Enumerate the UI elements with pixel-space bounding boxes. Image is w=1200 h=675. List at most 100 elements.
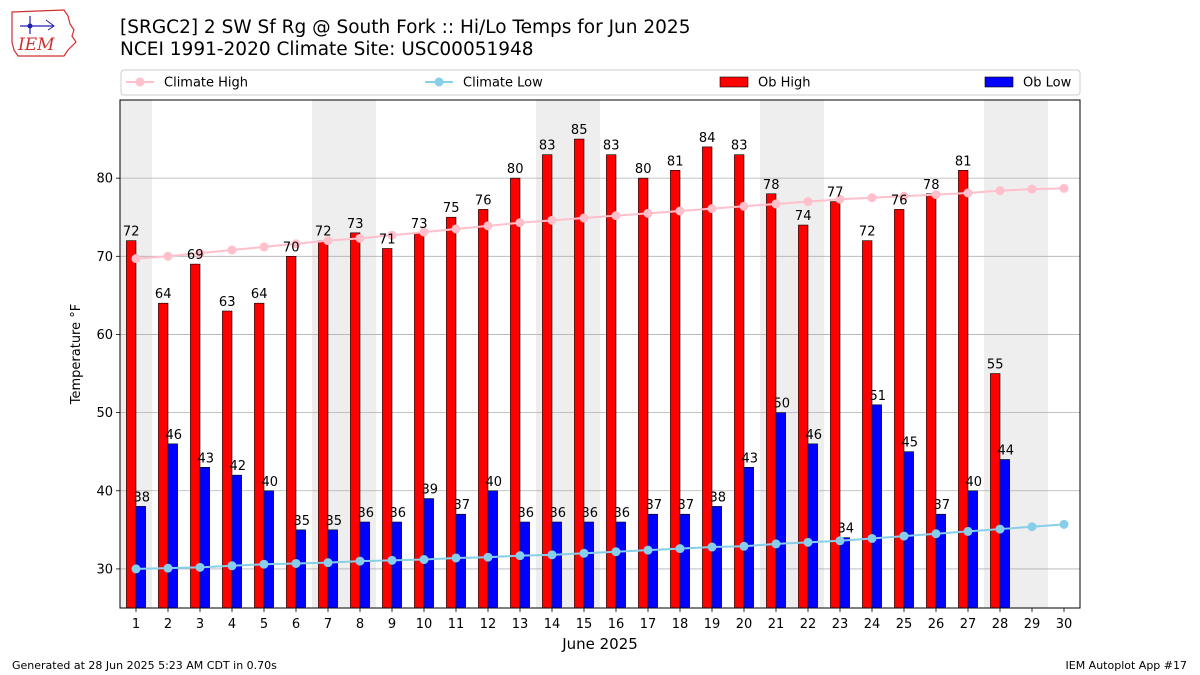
chart-subtitle: NCEI 1991-2020 Climate Site: USC00051948 bbox=[120, 39, 534, 60]
climate-high-point bbox=[963, 188, 973, 198]
climate-low-point bbox=[1059, 519, 1069, 529]
x-tick-label: 10 bbox=[416, 617, 433, 632]
ob-low-bar bbox=[807, 443, 818, 608]
climate-high-point bbox=[803, 197, 813, 207]
ob-low-bar bbox=[871, 404, 882, 608]
climate-low-point bbox=[323, 558, 333, 568]
ob-high-bar bbox=[702, 146, 713, 608]
ob-low-bar bbox=[711, 506, 722, 608]
x-tick-label: 18 bbox=[672, 617, 689, 632]
climate-high-point bbox=[547, 215, 557, 225]
climate-low-point bbox=[611, 547, 621, 557]
ob-low-label: 51 bbox=[870, 389, 887, 404]
ob-high-label: 69 bbox=[187, 248, 204, 263]
x-tick-label: 14 bbox=[544, 617, 561, 632]
legend-ob-low-swatch bbox=[984, 76, 1014, 88]
app-credit: IEM Autoplot App #17 bbox=[1065, 659, 1188, 672]
ob-low-label: 40 bbox=[966, 475, 983, 490]
ob-high-label: 72 bbox=[123, 225, 140, 240]
ob-low-label: 36 bbox=[390, 506, 407, 521]
ob-high-label: 81 bbox=[955, 154, 972, 169]
climate-low-point bbox=[451, 553, 461, 563]
climate-low-point bbox=[803, 537, 813, 547]
legend-ob-high-label: Ob High bbox=[758, 76, 811, 91]
climate-low-point bbox=[771, 539, 781, 549]
y-tick-label: 40 bbox=[96, 484, 113, 499]
ob-high-bar bbox=[126, 240, 137, 608]
ob-high-label: 83 bbox=[603, 139, 620, 154]
ob-high-bar bbox=[830, 201, 841, 608]
climate-high-point bbox=[643, 208, 653, 218]
climate-high-point bbox=[387, 230, 397, 240]
ob-high-bar bbox=[190, 263, 201, 608]
climate-low-point bbox=[163, 563, 173, 573]
ob-high-label: 76 bbox=[891, 193, 908, 208]
ob-high-bar bbox=[286, 256, 297, 608]
ob-low-label: 35 bbox=[326, 514, 343, 529]
climate-high-point bbox=[835, 194, 845, 204]
climate-high-point bbox=[419, 227, 429, 237]
ob-low-bar bbox=[615, 521, 626, 608]
x-tick-label: 15 bbox=[576, 617, 593, 632]
climate-low-point bbox=[227, 561, 237, 571]
climate-low-point bbox=[675, 544, 685, 554]
ob-low-bar bbox=[551, 521, 562, 608]
ob-low-label: 46 bbox=[806, 428, 823, 443]
ob-low-label: 36 bbox=[582, 506, 599, 521]
ob-high-label: 85 bbox=[571, 123, 588, 138]
ob-high-bar bbox=[446, 216, 457, 608]
ob-high-label: 80 bbox=[507, 162, 524, 177]
ob-low-bar bbox=[231, 474, 242, 608]
ob-low-bar bbox=[647, 513, 658, 608]
climate-low-point bbox=[835, 536, 845, 546]
ob-low-label: 39 bbox=[422, 483, 439, 498]
legend-box bbox=[120, 69, 1081, 96]
climate-high-point bbox=[931, 190, 941, 200]
ob-high-label: 78 bbox=[763, 178, 780, 193]
y-tick-label: 50 bbox=[96, 406, 113, 421]
climate-high-point bbox=[483, 221, 493, 231]
legend-ob-low-label: Ob Low bbox=[1023, 76, 1072, 91]
climate-low-point bbox=[259, 559, 269, 569]
ob-low-bar bbox=[839, 537, 850, 608]
x-tick-label: 17 bbox=[640, 617, 657, 632]
climate-low-point bbox=[483, 552, 493, 562]
ob-low-bar bbox=[327, 529, 338, 608]
x-tick-label: 8 bbox=[356, 617, 364, 632]
ob-high-bar bbox=[862, 240, 873, 608]
climate-low-point bbox=[131, 564, 141, 574]
ob-high-bar bbox=[606, 154, 617, 608]
ob-low-label: 40 bbox=[486, 475, 503, 490]
ob-high-bar bbox=[158, 302, 169, 608]
climate-high-point bbox=[515, 218, 525, 228]
legend: Climate High Climate Low Ob High Ob Low bbox=[120, 69, 1081, 96]
ob-low-bar bbox=[167, 443, 178, 608]
climate-low-point bbox=[579, 548, 589, 558]
svg-text:IEM: IEM bbox=[17, 35, 55, 55]
climate-low-point bbox=[195, 562, 205, 572]
ob-high-label: 72 bbox=[315, 225, 332, 240]
x-tick-label: 25 bbox=[896, 617, 913, 632]
ob-low-label: 42 bbox=[230, 459, 247, 474]
ob-low-bar bbox=[487, 490, 498, 608]
climate-low-point bbox=[995, 524, 1005, 534]
ob-low-label: 38 bbox=[134, 490, 151, 505]
x-tick-label: 26 bbox=[928, 617, 945, 632]
x-tick-label: 9 bbox=[388, 617, 396, 632]
ob-low-bar bbox=[519, 521, 530, 608]
x-tick-label: 30 bbox=[1056, 617, 1073, 632]
ob-low-bar bbox=[199, 467, 210, 608]
y-tick-label: 30 bbox=[96, 562, 113, 577]
ob-high-bar bbox=[734, 154, 745, 608]
ob-high-label: 64 bbox=[155, 287, 172, 302]
ob-high-label: 76 bbox=[475, 193, 492, 208]
x-tick-label: 2 bbox=[164, 617, 172, 632]
ob-low-bar bbox=[999, 459, 1010, 608]
climate-high-point bbox=[579, 213, 589, 223]
ob-low-bar bbox=[775, 412, 786, 608]
climate-high-point bbox=[323, 236, 333, 246]
ob-high-label: 75 bbox=[443, 201, 460, 216]
ob-high-label: 73 bbox=[347, 217, 364, 232]
ob-high-bar bbox=[478, 209, 489, 608]
